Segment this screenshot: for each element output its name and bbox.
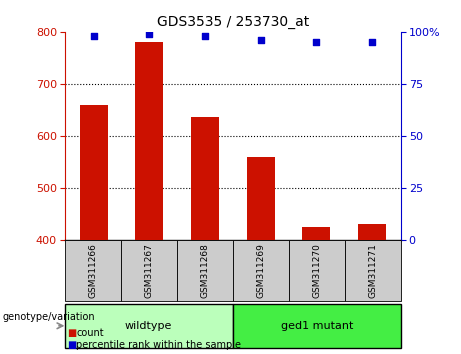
Bar xyxy=(345,240,401,301)
Point xyxy=(257,38,264,43)
Bar xyxy=(289,240,345,301)
Text: GSM311267: GSM311267 xyxy=(144,243,153,298)
Bar xyxy=(233,240,289,301)
Bar xyxy=(121,240,177,301)
Bar xyxy=(302,227,330,240)
Bar xyxy=(177,240,233,301)
Text: GSM311266: GSM311266 xyxy=(88,243,97,298)
Bar xyxy=(191,118,219,240)
Text: genotype/variation: genotype/variation xyxy=(2,312,95,322)
Text: ■: ■ xyxy=(67,340,76,350)
Bar xyxy=(65,304,233,348)
Text: GSM311268: GSM311268 xyxy=(200,243,209,298)
Text: GSM311271: GSM311271 xyxy=(368,243,378,298)
Point xyxy=(146,31,153,37)
Point xyxy=(368,39,376,45)
Text: GSM311270: GSM311270 xyxy=(313,243,321,298)
Text: count: count xyxy=(76,328,104,338)
Bar xyxy=(233,304,401,348)
Point xyxy=(90,33,97,39)
Title: GDS3535 / 253730_at: GDS3535 / 253730_at xyxy=(157,16,309,29)
Bar xyxy=(65,240,121,301)
Bar xyxy=(358,224,386,240)
Bar xyxy=(80,105,108,240)
Text: percentile rank within the sample: percentile rank within the sample xyxy=(76,340,241,350)
Text: GSM311269: GSM311269 xyxy=(256,243,266,298)
Text: wildtype: wildtype xyxy=(125,321,172,331)
Point xyxy=(313,39,320,45)
Point xyxy=(201,33,209,39)
Bar xyxy=(136,42,163,240)
Bar xyxy=(247,157,274,240)
Text: ged1 mutant: ged1 mutant xyxy=(281,321,353,331)
Text: ■: ■ xyxy=(67,328,76,338)
